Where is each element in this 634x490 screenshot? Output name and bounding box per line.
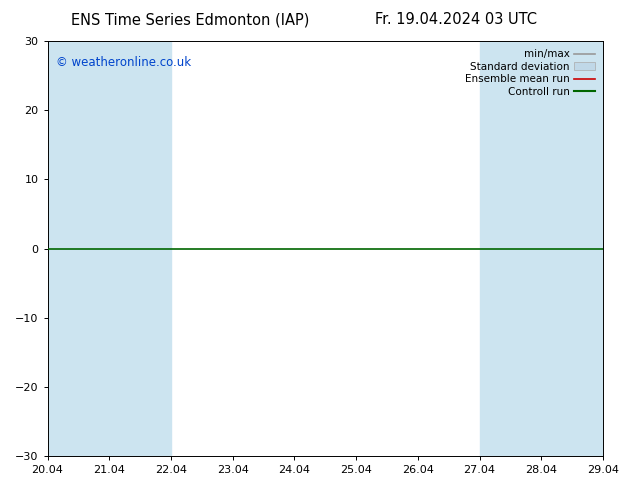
- Legend: min/max, Standard deviation, Ensemble mean run, Controll run: min/max, Standard deviation, Ensemble me…: [463, 47, 597, 99]
- Bar: [603, 41, 621, 456]
- Bar: [109, 41, 171, 456]
- Bar: [541, 41, 603, 456]
- Text: ENS Time Series Edmonton (IAP): ENS Time Series Edmonton (IAP): [71, 12, 309, 27]
- Bar: [48, 41, 109, 456]
- Bar: [479, 41, 541, 456]
- Text: © weatheronline.co.uk: © weatheronline.co.uk: [56, 55, 191, 69]
- Text: Fr. 19.04.2024 03 UTC: Fr. 19.04.2024 03 UTC: [375, 12, 538, 27]
